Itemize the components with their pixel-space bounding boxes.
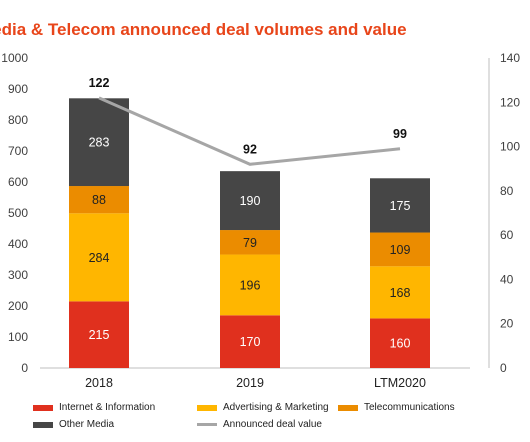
legend-label: Other Media: [59, 419, 115, 430]
bar-segment: [370, 266, 430, 319]
deal-value-label: 122: [89, 76, 110, 90]
y-tick-label: 1000: [1, 51, 28, 65]
bar-value-label: 196: [240, 278, 261, 292]
y2-tick-label: 140: [500, 51, 520, 65]
bar-segment: [220, 171, 280, 231]
bar-value-label: 215: [89, 328, 110, 342]
bar-value-label: 283: [89, 136, 110, 150]
deal-value-label: 92: [243, 142, 257, 156]
y2-tick-label: 80: [500, 184, 514, 198]
y2-tick-label: 60: [500, 228, 514, 242]
legend-item: Internet & Information: [33, 402, 155, 413]
bar-value-label: 170: [240, 335, 261, 349]
y-tick-label: 900: [8, 82, 28, 96]
bar-segment: [69, 186, 129, 214]
legend-item: Advertising & Marketing: [197, 402, 329, 413]
y-tick-label: 500: [8, 206, 28, 220]
bar-segment: [69, 98, 129, 187]
stacked-bar-chart: 0 100 200 300 400 500 600 700 800 900 1000 0 20 40 60 8…: [1, 51, 520, 390]
x-tick-label: LTM2020: [374, 376, 426, 390]
bar-segment: [220, 315, 280, 368]
legend-label: Announced deal value: [223, 419, 322, 430]
y-tick-label: 700: [8, 144, 28, 158]
legend-item: Telecommunications: [338, 402, 455, 413]
bar-value-label: 88: [92, 193, 106, 207]
y-tick-label: 0: [21, 361, 28, 375]
bar-segment: [220, 230, 280, 255]
legend-swatch: [197, 423, 217, 426]
y-tick-label: 800: [8, 113, 28, 127]
legend-label: Telecommunications: [364, 402, 455, 413]
y-tick-label: 600: [8, 175, 28, 189]
chart-legend: Internet & Information Advertising & Mark…: [33, 400, 530, 440]
legend-swatch: [33, 404, 53, 411]
legend-item: Other Media: [33, 419, 114, 430]
bar-segment: [370, 178, 430, 233]
y2-tick-label: 20: [500, 317, 514, 331]
bar-value-label: 109: [390, 243, 411, 257]
legend-swatch: [33, 421, 53, 428]
legend-swatch: [197, 404, 217, 411]
legend-swatch: [338, 404, 358, 411]
bar-value-label: 160: [390, 337, 411, 351]
deal-value-label: 99: [393, 127, 407, 141]
bar-value-label: 284: [89, 251, 110, 265]
bar-segment: [370, 232, 430, 267]
y-tick-label: 200: [8, 299, 28, 313]
legend-item: Announced deal value: [197, 419, 322, 430]
y-tick-label: 300: [8, 268, 28, 282]
y2-tick-label: 120: [500, 95, 520, 109]
legend-label: Advertising & Marketing: [223, 402, 329, 413]
bar-value-label: 175: [390, 199, 411, 213]
bar-value-label: 168: [390, 286, 411, 300]
bar-segment: [69, 301, 129, 368]
x-tick-label: 2019: [236, 376, 264, 390]
bar-value-label: 190: [240, 194, 261, 208]
deal-value-line: [98, 96, 401, 166]
bar-segment: [370, 318, 430, 368]
chart-title: Media & Telecom announced deal volumes a…: [0, 20, 407, 39]
y-tick-label: 100: [8, 330, 28, 344]
bar-value-label: 79: [243, 236, 257, 250]
bar-segment: [69, 213, 129, 302]
y2-tick-label: 100: [500, 140, 520, 154]
y2-tick-label: 0: [500, 361, 507, 375]
y-tick-label: 400: [8, 237, 28, 251]
bar-segment: [220, 254, 280, 316]
legend-label: Internet & Information: [59, 402, 156, 413]
y2-tick-label: 40: [500, 272, 514, 286]
x-tick-label: 2018: [85, 376, 113, 390]
